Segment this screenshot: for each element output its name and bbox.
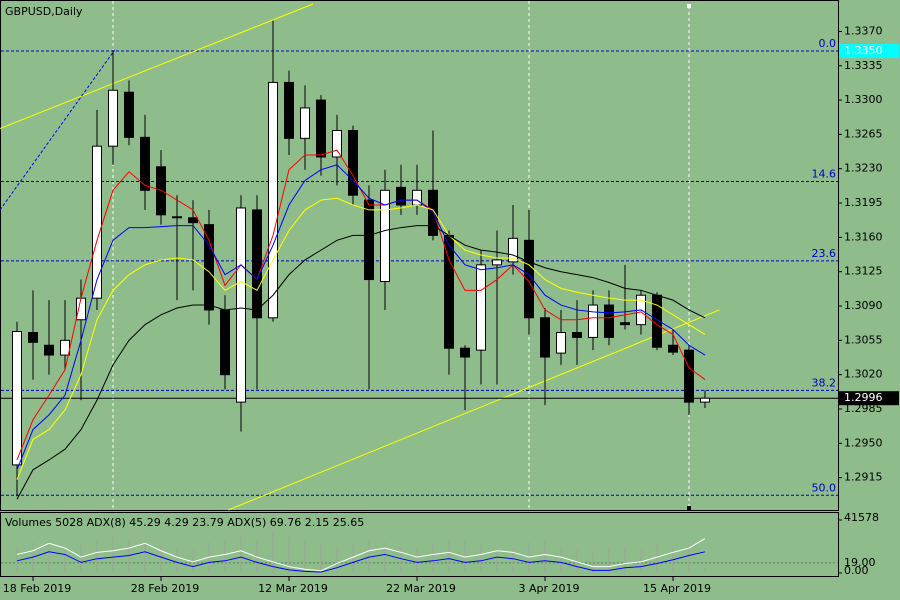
candle-body [76,297,86,321]
price-box-label: 1.3350 [844,44,883,57]
y-tick-label: 1.3055 [844,333,883,346]
candle-body [284,81,294,139]
candle-body [44,344,54,356]
y-tick-label: 41578 [844,511,879,524]
fib-label: 50.0 [812,481,837,494]
trendline [0,49,116,211]
y-tick-label: 1.3160 [844,230,883,243]
candle-body [348,129,358,196]
main-frame [0,0,839,511]
y-tick-label: 1.3265 [844,127,883,140]
y-tick-label: 1.3230 [844,162,883,175]
y-tick-label: 1.2950 [844,436,883,449]
candle-body [172,216,182,219]
candle-body [124,91,134,138]
candle-body [604,304,614,338]
candle-body [28,332,38,343]
x-tick-label: 15 Apr 2019 [643,582,711,595]
last-price-label: 1.2996 [844,391,883,404]
candle-body [364,199,374,281]
candle-body [236,207,246,403]
x-tick-label: 18 Feb 2019 [3,582,71,595]
adx-line [16,551,706,573]
ma-line [16,197,706,480]
adx-line [16,538,706,572]
candle-body [300,107,310,139]
fib-label: 14.6 [812,167,837,180]
candle-body [268,81,278,319]
candle-body [188,217,198,224]
candle-body [572,332,582,338]
y-tick-label: 1.3090 [844,299,883,312]
candle-body [508,237,518,263]
candle-body [524,239,534,319]
candle-body [380,189,390,283]
candle-body [396,186,406,206]
y-tick-label: 1.2915 [844,471,883,484]
candle-body [540,317,550,358]
y-tick-label: 1.3125 [844,265,883,278]
candle-body [12,331,22,466]
candle-body [92,145,102,299]
candle-body [140,136,150,191]
indicator-frame [0,512,839,577]
candle-body [620,322,630,326]
trendline [0,3,314,129]
candle-body [60,339,70,356]
candle-body [476,264,486,351]
handle [687,506,691,510]
ma-line [16,164,706,470]
price-box [839,44,899,59]
y-tick-label: 1.2985 [844,402,883,415]
candle-body [588,304,598,338]
y-tick-label: 1.3020 [844,368,883,381]
x-tick-label: 12 Mar 2019 [258,582,328,595]
candle-body [492,259,502,266]
trendline [228,309,720,511]
fib-label: 38.2 [812,376,837,389]
x-tick-label: 28 Feb 2019 [131,582,199,595]
y-tick-label: 1.3370 [844,24,883,37]
y-tick-label: 1.3195 [844,196,883,209]
ma-line [16,149,706,461]
candle-body [444,234,454,349]
y2-tick-label: 19.00 [844,556,876,569]
candle-body [332,129,342,158]
candle-body [204,224,214,311]
candle-body [316,99,326,158]
candle-body [108,89,118,147]
y-tick-label: 1.3335 [844,59,883,72]
candle-body [556,332,566,354]
y-tick-label: 0.00 [844,564,869,577]
fib-label: 0.0 [819,37,837,50]
candle-body [220,309,230,376]
candle-body [668,344,678,353]
candle-body [252,209,262,319]
candle-body [700,397,710,403]
ma-line [16,225,706,500]
handle [687,4,691,8]
candle-body [460,347,470,358]
chart-title: GBPUSD,Daily [5,5,83,18]
y-tick-label: 1.3300 [844,93,883,106]
last-price-box [839,391,899,406]
x-tick-label: 22 Mar 2019 [386,582,456,595]
candle-body [684,349,694,403]
x-tick-label: 3 Apr 2019 [518,582,579,595]
indicator-title: Volumes 5028 ADX(8) 45.29 4.29 23.79 ADX… [5,516,364,529]
fib-label: 23.6 [812,247,837,260]
